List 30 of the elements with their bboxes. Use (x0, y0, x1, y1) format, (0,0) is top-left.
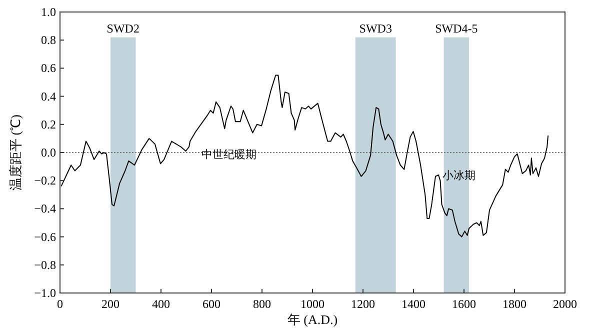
y-tick-label: −0.4 (34, 202, 56, 216)
line-series (60, 74, 549, 238)
x-tick-label: 1800 (502, 297, 526, 311)
y-tick-label: −1.0 (34, 286, 56, 300)
y-tick-label: 0.4 (41, 89, 56, 104)
x-tick-label: 1600 (452, 297, 476, 311)
x-tick-label: 2000 (553, 297, 577, 311)
x-tick-label: 200 (102, 297, 120, 311)
band-label: SWD4-5 (435, 21, 478, 36)
x-tick-label: 600 (202, 297, 220, 311)
band-label: SWD2 (106, 21, 140, 36)
y-tick-label: −0.6 (34, 230, 56, 244)
annotation: 中世纪暖期 (202, 148, 257, 162)
y-tick-label: 0.2 (41, 117, 56, 132)
y-tick-label: 1.0 (41, 5, 56, 19)
y-tick-label: 0.8 (41, 33, 56, 48)
x-tick-label: 800 (253, 297, 271, 311)
x-tick-label: 1200 (351, 297, 375, 311)
x-tick-label: 1000 (300, 297, 324, 311)
y-axis-title: 温度距平 (℃) (8, 114, 23, 190)
x-tick-label: 0 (57, 297, 63, 311)
band-label: SWD3 (359, 21, 392, 36)
y-tick-label: 0.0 (41, 146, 56, 160)
y-tick-label: 0.6 (41, 61, 56, 76)
y-tick-label: −0.2 (34, 174, 56, 188)
annotation: 小冰期 (442, 169, 476, 182)
y-tick-label: −0.8 (34, 258, 56, 272)
x-tick-label: 400 (152, 297, 170, 311)
x-axis-title: 年 (A.D.) (287, 312, 338, 327)
x-tick-label: 1400 (402, 297, 426, 311)
